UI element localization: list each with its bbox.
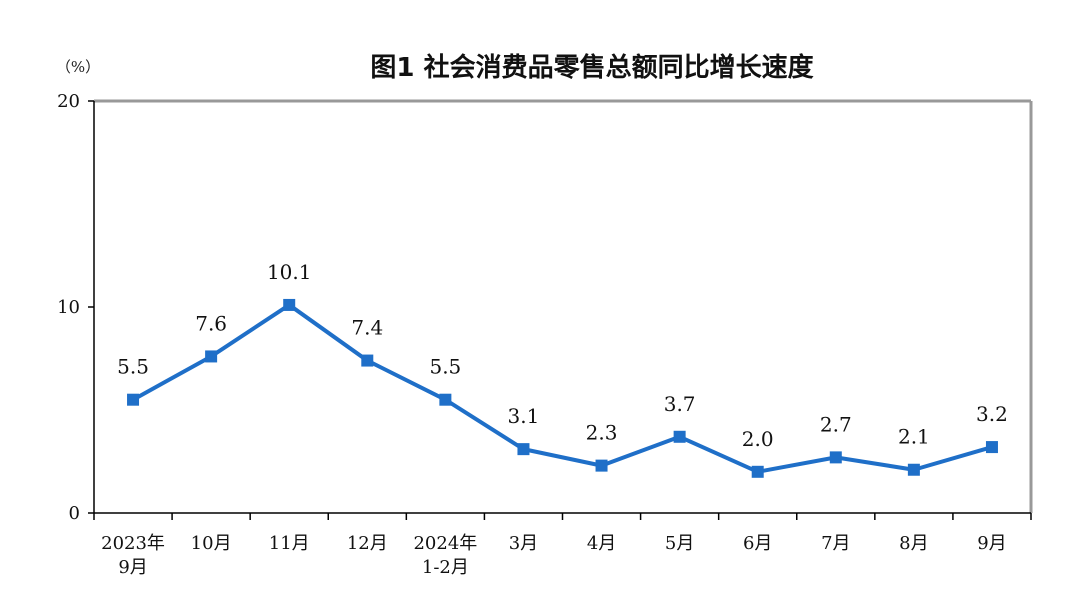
series-line: [132, 302, 993, 474]
data-label: 2.7: [820, 412, 852, 436]
x-tick-label: 3月: [509, 533, 538, 554]
y-tick-label: 10: [57, 297, 80, 318]
data-point-marker: [595, 459, 608, 472]
y-tick-label: 0: [69, 503, 80, 524]
data-label: 2.1: [898, 425, 930, 449]
x-tick-label: 2024年 1-2月: [413, 533, 477, 578]
data-label: 5.5: [117, 355, 149, 379]
chart-title: 图1 社会消费品零售总额同比增长速度: [370, 52, 813, 83]
x-tick-label: 10月: [191, 533, 232, 554]
plot-frame: [94, 99, 1033, 513]
x-tick-label: 6月: [743, 533, 772, 554]
data-point-marker: [283, 298, 296, 311]
x-tick-label: 7月: [821, 533, 850, 554]
x-tick-label: 8月: [899, 533, 928, 554]
data-point-marker: [829, 451, 842, 464]
data-markers: [127, 298, 998, 478]
data-point-marker: [673, 430, 686, 443]
x-tick-label: 2023年 9月: [101, 533, 165, 578]
series-polyline: [132, 302, 993, 474]
data-point-marker: [361, 354, 374, 367]
y-tick-label: 20: [57, 91, 80, 112]
data-label: 10.1: [267, 260, 312, 284]
data-label: 5.5: [429, 355, 461, 379]
data-label: 3.1: [508, 404, 540, 428]
data-point-marker: [907, 463, 920, 476]
data-label: 7.6: [195, 311, 227, 335]
data-label: 2.3: [586, 421, 618, 445]
x-tick-label: 11月: [269, 533, 310, 554]
data-point-marker: [751, 465, 764, 478]
y-tick-labels: 0 10 20: [57, 91, 80, 524]
x-tick-label: 5月: [665, 533, 694, 554]
data-point-marker: [127, 393, 140, 406]
axes: [88, 100, 1032, 520]
x-tick-label: 12月: [347, 533, 388, 554]
data-label: 3.2: [976, 402, 1008, 426]
data-label: 3.7: [664, 392, 696, 416]
data-labels: 5.5 7.6 10.1 7.4 5.5 3.1 2.3 3.7 2.0 2.7 2.1 3.2: [117, 260, 1008, 451]
data-point-marker: [517, 443, 530, 456]
y-axis-unit: （%）: [56, 58, 100, 76]
data-point-marker: [985, 441, 998, 454]
x-tick-label: 4月: [587, 533, 616, 554]
x-tick-label: 9月: [977, 533, 1006, 554]
data-label: 2.0: [742, 427, 774, 451]
data-label: 7.4: [351, 316, 383, 340]
x-tick-labels: 2023年 9月 10月 11月 12月 2024年 1-2月 3月 4月 5月 6月 7月 8月 9月: [101, 533, 1007, 578]
data-point-marker: [439, 393, 452, 406]
data-point-marker: [205, 350, 218, 363]
